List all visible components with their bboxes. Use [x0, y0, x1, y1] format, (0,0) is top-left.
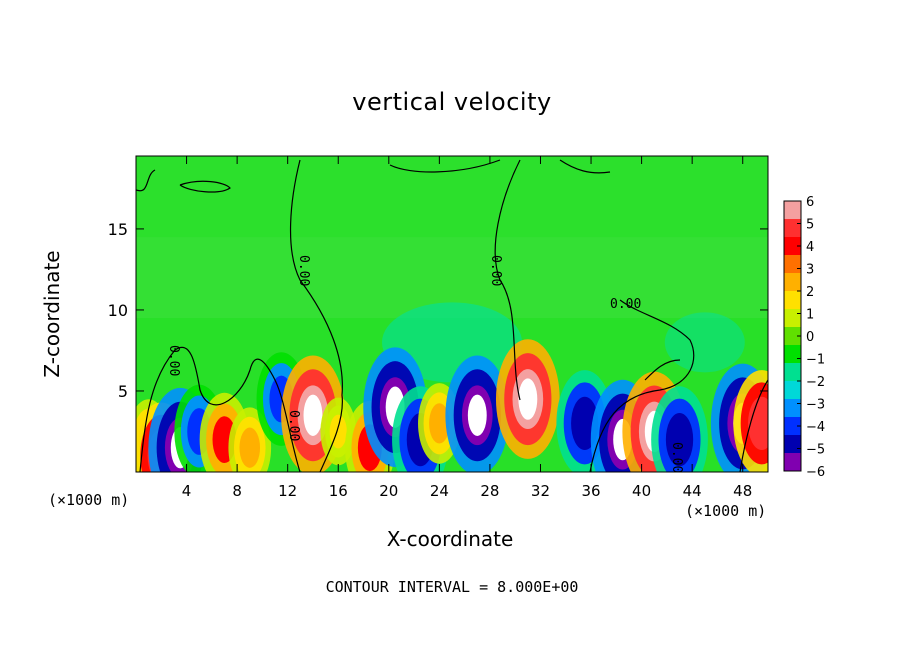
contour-label: 0.00 [669, 442, 684, 473]
x-tick-label: 40 [632, 482, 651, 500]
velocity-cell [495, 339, 560, 459]
colorbar-swatch [784, 309, 801, 328]
zero-contour-line [739, 379, 768, 472]
zero-contour-line [389, 159, 501, 173]
colorbar-swatch [784, 435, 801, 454]
zero-contour-line [589, 299, 695, 472]
velocity-cell [651, 386, 708, 472]
contour-interval-note: CONTOUR INTERVAL = 8.000E+00 [325, 578, 579, 596]
colorbar-tick-label: −6 [806, 465, 825, 480]
colorbar-tick-label: 5 [806, 218, 814, 233]
field-band [136, 156, 768, 238]
colorbar-tick-label: −4 [806, 420, 825, 435]
zero-contour-line [644, 359, 681, 381]
colorbar-tick-label: −1 [806, 353, 825, 368]
colorbar: 6 5 4 3 2 1 0 −1 −2 −3 −4 −5 −6 [783, 195, 825, 480]
colorbar-swatch [784, 255, 801, 274]
plot-frame [135, 155, 769, 473]
colorbar-swatch [784, 201, 801, 220]
colorbar-swatch [784, 327, 801, 346]
colorbar-tick-label: 0 [806, 330, 814, 345]
zero-contours: 0.00 0.00 0.00 0.00 0.00 0.00 [136, 159, 768, 473]
colorbar-tick-label: 3 [806, 263, 814, 278]
x-tick-label: 8 [232, 482, 242, 500]
colorbar-tick-label: −5 [806, 443, 825, 458]
x-unit-label-left: (×1000 m) [48, 491, 130, 509]
contour-label: 0.00 [166, 345, 181, 376]
x-tick-label: 44 [683, 482, 702, 500]
colorbar-tick-label: −2 [806, 375, 825, 390]
chart-title: vertical velocity [352, 88, 552, 116]
contour-label: 0.00 [488, 255, 503, 286]
colorbar-tick-label: −3 [806, 398, 825, 413]
zero-contour-line [139, 346, 301, 472]
contour-label: 0.00 [610, 297, 641, 312]
plot-area: 0.00 0.00 0.00 0.00 0.00 0.00 [135, 155, 769, 473]
x-axis-label: X-coordinate [386, 527, 514, 551]
x-tick-label: 48 [733, 482, 752, 500]
colorbar-swatch [784, 417, 801, 436]
colorbar-swatch [784, 453, 801, 472]
colorbar-swatch [784, 399, 801, 418]
x-unit-label-right: (×1000 m) [685, 502, 767, 520]
field-cell [664, 312, 745, 373]
x-tick-label: 4 [182, 482, 192, 500]
colorbar-tick-label: 1 [806, 308, 814, 323]
colorbar-swatch [784, 219, 801, 238]
velocity-field [136, 156, 768, 472]
colorbar-tick-label: 6 [806, 195, 814, 210]
y-tick-label: 10 [108, 301, 128, 320]
contour-label: 0.00 [286, 410, 301, 441]
x-tick-label: 32 [531, 482, 550, 500]
x-axis: 4 8 12 16 20 24 28 32 36 40 44 48 [182, 156, 752, 500]
contour-label: 0.00 [296, 255, 311, 286]
x-tick-label: 24 [430, 482, 449, 500]
colorbar-tick-label: 2 [806, 285, 814, 300]
colorbar-swatch [784, 363, 801, 382]
y-tick-label: 15 [108, 220, 128, 239]
y-tick-label: 5 [118, 382, 128, 401]
velocity-cell [445, 355, 510, 472]
x-tick-label: 28 [480, 482, 499, 500]
x-tick-label: 16 [329, 482, 348, 500]
x-tick-label: 36 [581, 482, 600, 500]
zero-contour-line [179, 180, 231, 193]
colorbar-swatch [784, 291, 801, 310]
zero-contour-line [559, 159, 611, 174]
zero-contour-line [494, 159, 521, 401]
zero-contour-line [136, 169, 156, 192]
colorbar-swatch [784, 381, 801, 400]
y-axis: 5 10 15 [108, 220, 768, 401]
x-tick-label: 12 [278, 482, 297, 500]
x-tick-label: 20 [379, 482, 398, 500]
colorbar-swatch [784, 345, 801, 364]
colorbar-swatch [784, 273, 801, 292]
colorbar-tick-label: 4 [806, 240, 814, 255]
colorbar-swatch [784, 237, 801, 256]
zero-contour-line [289, 159, 343, 472]
y-axis-label: Z-coordinate [40, 250, 64, 378]
